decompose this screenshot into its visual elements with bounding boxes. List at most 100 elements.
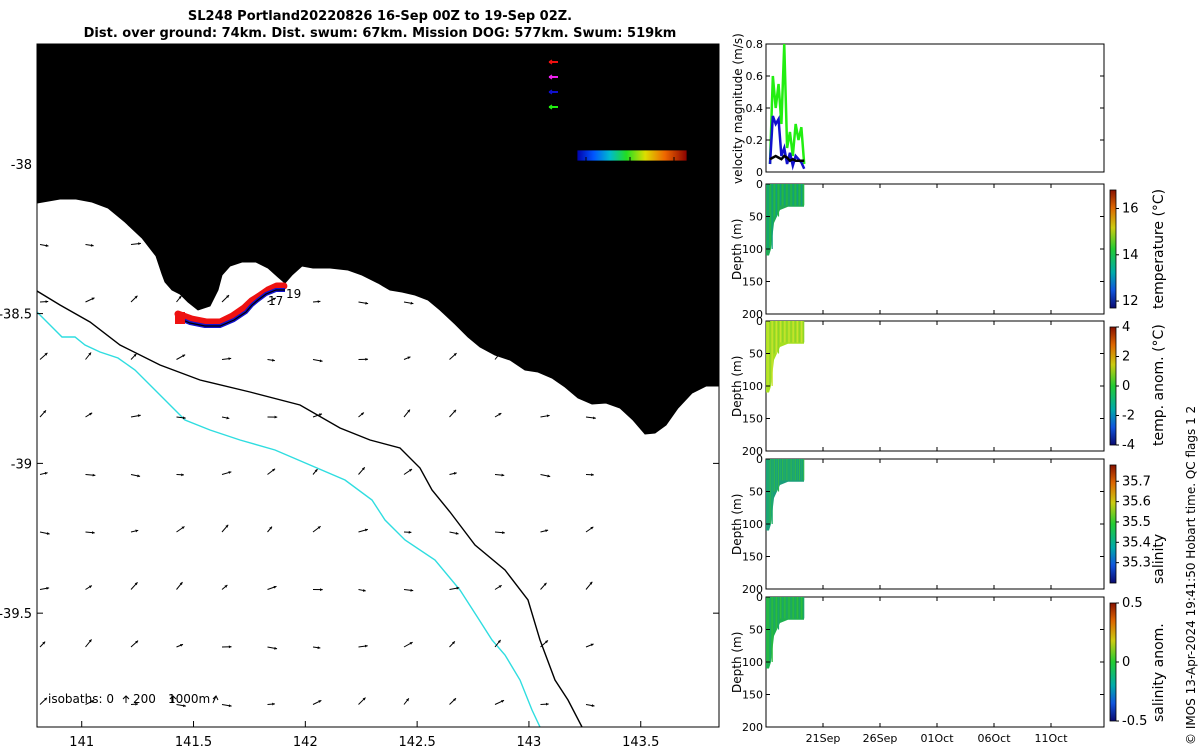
date-tick-label: 11Oct: [1034, 732, 1068, 745]
speed-colorbar: [576, 149, 688, 162]
depth-tick-label: 150: [742, 551, 763, 564]
colorbar-tick-label: 0: [582, 168, 590, 183]
velocity-arrow: [358, 589, 366, 592]
velocity-arrow: [540, 474, 551, 478]
colorbar-tick-label: 2: [1122, 350, 1130, 365]
velocity-arrow: [130, 242, 141, 246]
velocity-arrow: [403, 468, 413, 475]
velocity-line: [768, 115, 806, 171]
section-colorbar: [1109, 464, 1117, 584]
velocity-arrow: [540, 640, 549, 648]
velocity-arrow: [130, 295, 138, 303]
velocity-arrow: [130, 414, 141, 418]
svg-text:1000m: 1000m: [168, 692, 210, 706]
velocity-arrow: [221, 524, 229, 533]
velocity-arrow: [540, 529, 549, 533]
colorbar-label: salinity anom.: [1151, 623, 1167, 722]
colorbar-tick-label: 16: [1122, 202, 1139, 217]
colorbar-tick-label: 35.3: [1122, 556, 1151, 571]
depth-tick-label: 200: [742, 308, 763, 321]
velocity-arrow: [403, 641, 413, 648]
velocity-arrow: [221, 416, 230, 420]
section-colorbar: [1109, 602, 1117, 722]
velocity-arrow: [358, 357, 369, 361]
date-tick-label: 26Sep: [863, 732, 898, 745]
velocity-arrow: [176, 416, 186, 420]
depth-ylabel: Depth (m): [730, 494, 744, 555]
land-area: [37, 44, 719, 434]
colorbar-label: salinity: [1151, 534, 1167, 584]
velocity-line: [769, 154, 805, 163]
velocity-arrow: [130, 702, 139, 706]
velocity-arrow: [540, 702, 549, 706]
velocity-arrow: [494, 584, 502, 590]
legend-label: 25cm/s swim vector: [566, 55, 687, 69]
velocity-arrow: [85, 699, 95, 705]
section-panel: 0 50 100 150 200 Depth (m) -0.5 0 0.5 salinity an…: [730, 591, 1167, 734]
glider-track: 17 19: [174, 282, 301, 328]
velocity-arrow: [449, 409, 457, 418]
velocity-arrow: [449, 640, 456, 648]
track-start-marker: [175, 312, 185, 324]
velocity-arrow: [130, 640, 139, 648]
colorbar-tick-label: 14: [1122, 248, 1139, 263]
velocity-arrow: [312, 300, 321, 304]
velocity-arrow: [176, 581, 183, 590]
depth-tick-label: 100: [742, 518, 763, 531]
map-xtick-label: 143: [517, 735, 542, 750]
velocity-arrow: [585, 704, 595, 707]
velocity-arrow: [39, 586, 50, 590]
track-label-17: 17: [268, 294, 283, 308]
velocity-arrow: [403, 356, 411, 360]
colorbar-unit-label: (m/s): [613, 131, 647, 146]
chart-title: SL248 Portland20220826 16-Sep 00Z to 19-…: [187, 9, 573, 24]
map-ytick-label: -38: [11, 158, 32, 173]
map-panel: 17 19 141 141.5 142 142.5 143 143.5 -38 -38.5 -39…: [0, 43, 720, 750]
velocity-arrow: [267, 702, 275, 706]
colorbar-tick-label: 0: [1122, 655, 1130, 670]
section-frame: [765, 320, 1105, 452]
section-data-patch: [766, 321, 804, 393]
velocity-arrow: [267, 468, 276, 475]
map-xtick-label: 143.5: [622, 735, 659, 750]
depth-tick-label: 200: [742, 721, 763, 734]
track-line: [177, 289, 285, 327]
velocity-arrow: [540, 414, 550, 418]
depth-tick-label: 50: [749, 211, 763, 224]
depth-ylabel: Depth (m): [730, 219, 744, 280]
velocity-arrow: [221, 584, 228, 590]
section-frame: [765, 458, 1105, 590]
legend-label: GPS surface velocity: [566, 70, 689, 84]
velocity-arrow: [267, 646, 278, 650]
velocity-arrow: [312, 468, 318, 475]
velocity-arrow: [39, 352, 48, 360]
depth-tick-label: 200: [742, 445, 763, 458]
velocity-arrow: [85, 412, 93, 418]
velocity-arrow: [449, 531, 459, 535]
velocity-arrow: [176, 295, 182, 303]
depth-tick-label: 200: [742, 583, 763, 596]
swim-vector-trail: [174, 282, 288, 326]
velocity-arrow: [585, 416, 596, 420]
colorbar-tick-label: 35.7: [1122, 474, 1151, 489]
velocity-arrow: [176, 526, 185, 533]
velocity-arrow: [494, 639, 502, 648]
colorbar-tick-label: 12: [1122, 294, 1139, 309]
velocity-arrow: [267, 526, 273, 533]
colorbar-tick-label: 35.6: [1122, 495, 1151, 510]
velocity-arrow: [221, 294, 230, 303]
colorbar-tick-label: 4: [1122, 320, 1130, 335]
velocity-line: [768, 43, 806, 165]
velocity-arrow: [358, 528, 368, 533]
velocity-arrow: [312, 413, 323, 418]
velocity-arrow: [130, 474, 141, 478]
velocity-arrow: [494, 699, 505, 705]
colorbar-tick-label: 35.4: [1122, 535, 1151, 550]
depth-tick-label: 150: [742, 276, 763, 289]
velocity-arrow: [39, 641, 46, 648]
velocity-arrow: [267, 585, 277, 590]
legend-label: sfc geo. vel. 15-Oct-2022: [566, 115, 718, 129]
velocity-series: [768, 43, 806, 171]
velocity-arrow: [39, 531, 50, 535]
